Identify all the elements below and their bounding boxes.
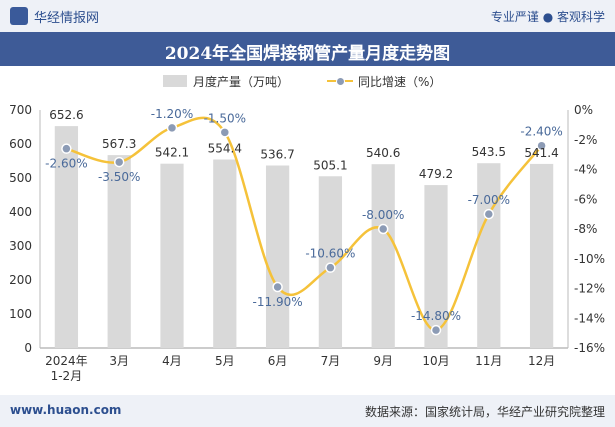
y-tick-label-right: 0%: [574, 103, 593, 117]
y-tick-label-right: -10%: [574, 252, 605, 266]
logo: 华经情报网: [10, 6, 99, 26]
footer-url: www.huaon.com: [10, 403, 122, 417]
x-tick-label: 2024年: [45, 354, 88, 368]
line-point: [377, 223, 389, 235]
bar: [265, 165, 290, 348]
y-tick-label-right: -16%: [574, 341, 605, 355]
bar: [424, 185, 448, 348]
y-tick-label-right: -14%: [574, 311, 605, 325]
line-value-label: -2.60%: [45, 157, 87, 171]
line-value-label: -7.00%: [468, 193, 510, 207]
line-value-label: -14.80%: [411, 309, 461, 323]
y-tick-label-left: 700: [9, 103, 32, 117]
legend: 月度产量（万吨） 同比增速（%）: [0, 70, 615, 92]
bar: [318, 176, 343, 348]
title-bar: 2024年全国焊接钢管产量月度走势图: [0, 32, 615, 66]
line-point: [483, 208, 495, 220]
x-tick-label: 10月: [422, 354, 449, 368]
line-value-label: -11.90%: [253, 295, 303, 309]
bar-value-label: 567.3: [102, 137, 136, 151]
x-tick-label: 3月: [109, 354, 129, 368]
legend-bar-label: 月度产量（万吨）: [193, 75, 290, 89]
bar: [371, 164, 395, 348]
bar-value-label: 543.5: [472, 145, 506, 159]
chart-title: 2024年全国焊接钢管产量月度走势图: [164, 44, 451, 64]
line-value-label: -3.50%: [98, 170, 140, 184]
x-tick-label: 11月: [475, 354, 502, 368]
y-tick-label-left: 100: [9, 307, 32, 321]
bar-value-label: 540.6: [366, 146, 400, 160]
line-value-label: -2.40%: [520, 125, 562, 139]
bar-value-label: 505.1: [313, 158, 347, 172]
footer-source: 数据来源：国家统计局，华经产业研究院整理: [364, 405, 605, 419]
line-point: [61, 143, 72, 154]
y-tick-label-right: -2%: [574, 133, 597, 147]
y-tick-label-right: -12%: [574, 282, 605, 296]
growth-line: [66, 116, 543, 332]
y-tick-label-right: -6%: [574, 192, 597, 206]
y-tick-label-left: 600: [9, 137, 32, 151]
bar: [54, 126, 79, 348]
bar-value-label: 541.4: [524, 146, 558, 160]
y-tick-label-left: 0: [24, 341, 32, 355]
line-value-label: -1.50%: [204, 111, 246, 125]
bar: [529, 163, 554, 348]
y-tick-label-left: 200: [9, 273, 32, 287]
bar-value-label: 536.7: [260, 148, 294, 162]
line-point: [219, 127, 231, 138]
y-tick-label-right: -8%: [574, 222, 597, 236]
bar: [213, 159, 237, 348]
line-point: [166, 122, 178, 134]
x-tick-label: 6月: [268, 354, 288, 368]
footer-bar: www.huaon.com 数据来源：国家统计局，华经产业研究院整理: [0, 395, 615, 427]
bar: [160, 163, 184, 348]
bar-value-label: 554.4: [208, 142, 242, 156]
x-tick-label: 12月: [528, 354, 555, 368]
bar-value-label: 542.1: [155, 146, 189, 160]
y-tick-label-left: 300: [9, 239, 32, 253]
bar-value-label: 652.6: [49, 108, 83, 122]
top-bar: 华经情报网 专业严谨 ● 客观科学: [0, 0, 615, 32]
chart-plot: 0 100 200 300 400 500 600 700 -16% -14% -12% -10% -8…: [9, 103, 605, 383]
line-value-label: -10.60%: [305, 247, 355, 261]
legend-bar-swatch: [163, 75, 187, 87]
line-value-label: -8.00%: [362, 208, 404, 222]
x-tick-label: 9月: [373, 354, 393, 368]
logo-text: 华经情报网: [34, 10, 100, 26]
bar: [107, 155, 131, 348]
x-tick-label: 5月: [215, 354, 235, 368]
line-point: [430, 324, 442, 336]
y-tick-label-left: 500: [9, 171, 32, 185]
bar: [477, 163, 501, 348]
x-tick-label: 7月: [321, 354, 341, 368]
y-tick-label-left: 400: [9, 205, 32, 219]
line-point: [113, 156, 125, 168]
x-tick-label: 4月: [162, 354, 182, 368]
line-point: [325, 262, 336, 273]
bar-value-label: 479.2: [419, 167, 453, 181]
line-point: [536, 140, 547, 151]
legend-line-marker: [336, 77, 345, 86]
x-tick-label: 1-2月: [51, 369, 83, 383]
y-tick-label-right: -4%: [574, 163, 597, 177]
slogan: 专业严谨 ● 客观科学: [490, 10, 605, 24]
line-value-label: -1.20%: [151, 107, 193, 121]
logo-icon: [10, 7, 28, 25]
legend-line-label: 同比增速（%）: [358, 75, 442, 89]
line-point: [272, 281, 283, 293]
